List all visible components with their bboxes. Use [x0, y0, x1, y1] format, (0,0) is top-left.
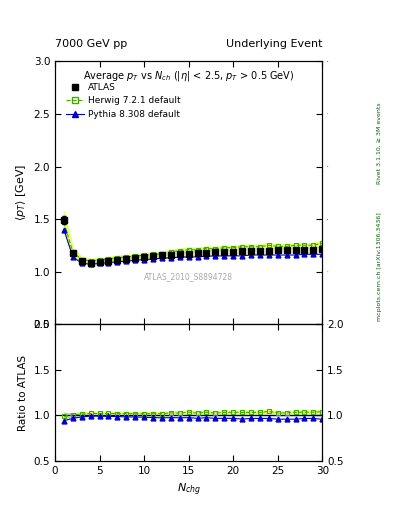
Y-axis label: Ratio to ATLAS: Ratio to ATLAS [18, 354, 28, 431]
Text: Average $p_T$ vs $N_{ch}$ ($|\eta|$ < 2.5, $p_T$ > 0.5 GeV): Average $p_T$ vs $N_{ch}$ ($|\eta|$ < 2.… [83, 69, 294, 83]
Text: ATLAS_2010_S8894728: ATLAS_2010_S8894728 [144, 272, 233, 282]
Text: mcplots.cern.ch [arXiv:1306.3436]: mcplots.cern.ch [arXiv:1306.3436] [377, 212, 382, 321]
Legend: ATLAS, Herwig 7.2.1 default, Pythia 8.308 default: ATLAS, Herwig 7.2.1 default, Pythia 8.30… [62, 79, 185, 122]
X-axis label: $N_{chg}$: $N_{chg}$ [176, 481, 201, 498]
Y-axis label: $\langle p_T \rangle$ [GeV]: $\langle p_T \rangle$ [GeV] [14, 164, 28, 221]
Text: Underlying Event: Underlying Event [226, 38, 322, 49]
Text: 7000 GeV pp: 7000 GeV pp [55, 38, 127, 49]
Text: Rivet 3.1.10, ≥ 3M events: Rivet 3.1.10, ≥ 3M events [377, 102, 382, 184]
